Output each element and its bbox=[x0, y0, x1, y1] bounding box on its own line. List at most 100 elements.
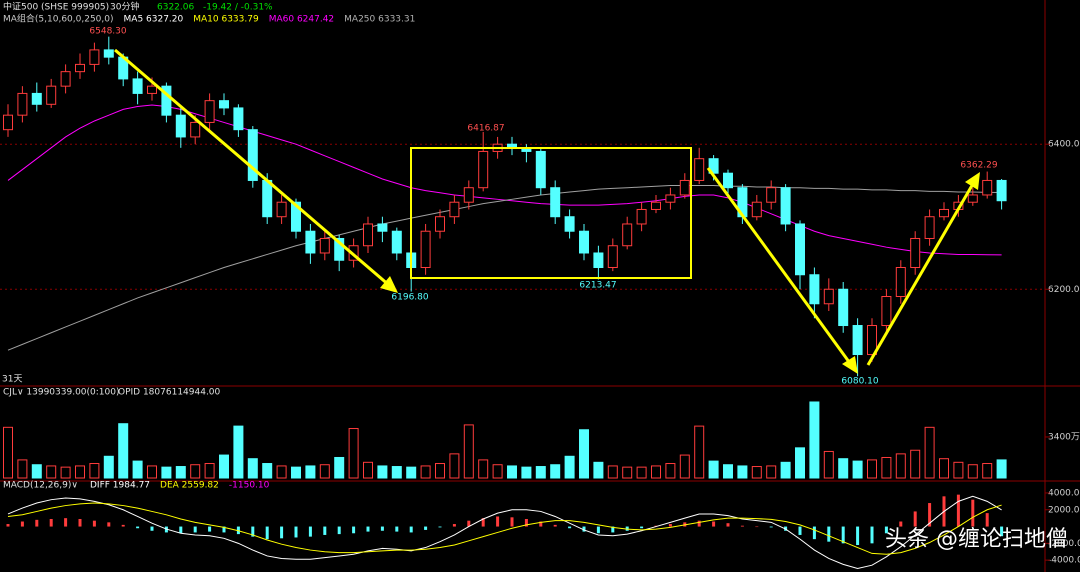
candle-body bbox=[262, 179, 273, 218]
volume-bar bbox=[622, 466, 633, 479]
macd-bar bbox=[438, 526, 442, 528]
candle-body bbox=[3, 114, 13, 131]
candle-body bbox=[924, 216, 935, 239]
volume-bar bbox=[651, 465, 661, 479]
drawings bbox=[114, 48, 980, 374]
volume-bar bbox=[737, 465, 748, 479]
macd-bar bbox=[856, 526, 860, 546]
annotation: 6416.87 bbox=[467, 124, 504, 134]
volume-bar bbox=[391, 466, 402, 479]
volume-bar bbox=[838, 458, 849, 479]
change: -19.42 / -0.31% bbox=[203, 3, 273, 13]
volume-bar bbox=[103, 455, 114, 479]
macd-bar bbox=[49, 518, 53, 527]
last-price: 6322.06 bbox=[157, 3, 194, 13]
macd-bar bbox=[265, 526, 269, 540]
indicator-label: MA5 6327.20 bbox=[124, 15, 184, 25]
macd-bar bbox=[640, 526, 644, 529]
volume-bar bbox=[291, 466, 301, 479]
macd-bar bbox=[697, 520, 701, 527]
macd-bar bbox=[121, 524, 125, 527]
macd-bar bbox=[870, 526, 874, 544]
candle-body bbox=[665, 194, 676, 203]
candle-body bbox=[132, 78, 143, 94]
candle-body bbox=[31, 92, 42, 105]
macd-bar bbox=[78, 518, 82, 527]
macd-bar bbox=[251, 526, 255, 537]
candle-body bbox=[17, 92, 28, 116]
volume-bar bbox=[204, 463, 215, 479]
volume-bar bbox=[449, 453, 460, 479]
candle-body bbox=[823, 288, 834, 305]
macd-bar bbox=[553, 524, 557, 527]
volume-bar bbox=[190, 464, 201, 479]
arrow-head bbox=[380, 276, 398, 293]
macd-bar bbox=[913, 511, 917, 527]
volume-bar bbox=[881, 456, 892, 479]
volume-bar bbox=[723, 464, 733, 479]
macd-bar bbox=[308, 526, 312, 537]
candle-body bbox=[377, 223, 388, 232]
macd-bar bbox=[20, 521, 24, 527]
volume-bar bbox=[478, 459, 489, 479]
candle-body bbox=[435, 216, 445, 232]
macd-bar bbox=[136, 526, 140, 529]
candle-body bbox=[190, 121, 201, 138]
candle-body bbox=[334, 237, 345, 261]
macd-bar bbox=[179, 526, 183, 534]
macd-bar bbox=[956, 494, 960, 527]
macd-bar bbox=[798, 526, 802, 535]
candle-body bbox=[809, 274, 820, 305]
candle-body bbox=[694, 158, 705, 181]
macd-readout: DIFF 1984.77 bbox=[90, 481, 150, 491]
arrow-head bbox=[965, 172, 980, 190]
volume-bar bbox=[895, 453, 906, 479]
volume-bar bbox=[852, 460, 863, 479]
macd-bar bbox=[409, 526, 413, 533]
title: 中证500 (SHSE 999905) bbox=[3, 1, 109, 13]
volume-bar bbox=[147, 465, 157, 479]
annotation: 6213.47 bbox=[579, 281, 616, 291]
volume-bar bbox=[910, 449, 921, 479]
candle-body bbox=[982, 179, 993, 196]
volume-label: CJL∨ 13990339.00(0:100) bbox=[3, 388, 119, 398]
macd-bar bbox=[452, 524, 456, 527]
macd-bar bbox=[222, 526, 226, 533]
candle-body bbox=[89, 49, 100, 65]
candle-body bbox=[622, 223, 633, 247]
macd-bar bbox=[323, 526, 327, 535]
candle-body bbox=[766, 187, 777, 203]
macd-bar bbox=[568, 526, 572, 529]
moving-average bbox=[7, 104, 1002, 256]
indicator-label: MA组合(5,10,60,0,250,0) bbox=[3, 13, 114, 25]
candle-body bbox=[679, 179, 690, 196]
volume-bar bbox=[60, 466, 71, 479]
volume-bar bbox=[996, 459, 1007, 479]
volume-bar bbox=[161, 466, 172, 479]
candle-body bbox=[161, 85, 172, 116]
macd-bar bbox=[539, 521, 543, 527]
volume-bar bbox=[636, 466, 647, 479]
candle-body bbox=[550, 187, 561, 218]
volume-bar bbox=[867, 459, 877, 479]
volume-bar bbox=[276, 465, 287, 479]
y-tick-label: -4000.00 bbox=[1048, 556, 1080, 566]
volume-bar bbox=[564, 455, 575, 479]
macd-bar bbox=[352, 526, 356, 534]
candle-body bbox=[838, 288, 849, 327]
annotation: 6196.80 bbox=[391, 293, 428, 303]
trend-arrow bbox=[866, 181, 976, 366]
candle-body bbox=[449, 201, 460, 218]
volume-bar bbox=[607, 465, 618, 479]
candle-body bbox=[233, 107, 244, 131]
candle-body bbox=[867, 325, 877, 356]
volume-bar bbox=[406, 466, 417, 479]
macd-bar bbox=[380, 526, 384, 531]
volume-bar bbox=[3, 426, 13, 479]
indicator-label: MA250 6333.31 bbox=[344, 15, 415, 25]
range-box bbox=[410, 147, 692, 279]
volume-bar bbox=[348, 428, 359, 479]
candle-body bbox=[478, 150, 489, 189]
